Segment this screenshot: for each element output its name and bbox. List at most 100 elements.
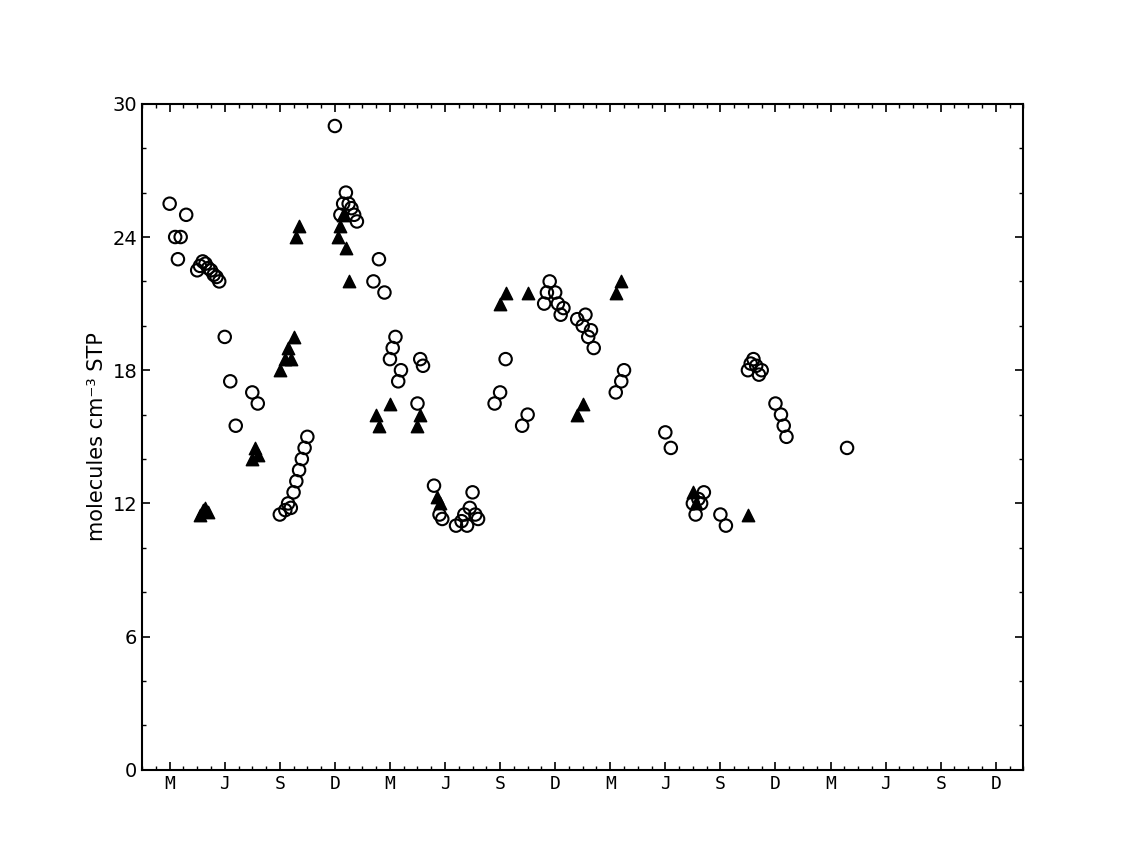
Point [607, 386, 625, 400]
Point [288, 474, 306, 488]
Point [331, 208, 349, 221]
Point [683, 485, 702, 499]
Point [576, 308, 595, 322]
Point [447, 519, 465, 533]
Point [276, 352, 294, 366]
Point [453, 515, 471, 529]
Point [375, 285, 393, 299]
Point [428, 490, 446, 503]
Point [612, 274, 630, 288]
Point [177, 208, 196, 221]
Point [290, 219, 308, 233]
Point [383, 341, 401, 355]
Point [340, 196, 358, 210]
Point [573, 319, 591, 333]
Point [288, 230, 306, 244]
Point [540, 274, 558, 288]
Point [612, 375, 630, 388]
Point [207, 270, 225, 284]
Point [381, 396, 399, 410]
Point [460, 501, 479, 515]
Point [579, 330, 597, 343]
Point [337, 241, 355, 255]
Point [491, 297, 509, 311]
Point [687, 508, 705, 522]
Point [485, 396, 504, 410]
Point [326, 119, 345, 133]
Point [412, 407, 430, 421]
Point [334, 196, 352, 210]
Point [193, 254, 211, 268]
Point [662, 441, 680, 455]
Point [683, 497, 702, 510]
Point [329, 230, 347, 244]
Point [466, 508, 484, 522]
Point [656, 426, 674, 439]
Point [199, 261, 217, 275]
Point [282, 501, 300, 515]
Point [739, 508, 757, 522]
Point [739, 363, 757, 377]
Point [348, 215, 366, 228]
Point [193, 503, 211, 517]
Point [364, 274, 382, 288]
Point [689, 492, 707, 506]
Point [342, 202, 360, 215]
Y-axis label: molecules cm⁻³ STP: molecules cm⁻³ STP [86, 332, 107, 541]
Point [279, 341, 297, 355]
Point [197, 501, 215, 515]
Point [518, 407, 537, 421]
Point [716, 519, 735, 533]
Point [568, 407, 587, 421]
Point [202, 263, 221, 277]
Point [712, 508, 730, 522]
Point [431, 497, 449, 510]
Point [584, 341, 603, 355]
Point [210, 274, 229, 288]
Point [513, 419, 531, 432]
Point [389, 375, 407, 388]
Point [205, 268, 223, 282]
Point [568, 312, 587, 326]
Point [425, 478, 443, 492]
Point [458, 519, 476, 533]
Point [745, 352, 763, 366]
Point [615, 363, 633, 377]
Point [692, 497, 711, 510]
Point [747, 359, 765, 373]
Point [284, 485, 302, 499]
Point [168, 253, 186, 266]
Point [687, 497, 705, 510]
Point [538, 285, 556, 299]
Point [370, 419, 388, 432]
Point [408, 396, 426, 410]
Point [536, 297, 554, 311]
Point [292, 452, 310, 466]
Point [412, 352, 430, 366]
Point [246, 441, 264, 455]
Point [753, 363, 771, 377]
Point [497, 285, 515, 299]
Point [431, 508, 449, 522]
Point [555, 301, 573, 315]
Point [199, 505, 217, 519]
Point [766, 396, 785, 410]
Point [271, 363, 289, 377]
Point [778, 430, 796, 444]
Point [172, 230, 190, 244]
Point [695, 485, 713, 499]
Point [546, 285, 564, 299]
Point [191, 508, 209, 522]
Point [249, 448, 267, 462]
Point [774, 419, 792, 432]
Point [433, 512, 451, 526]
Point [279, 497, 297, 510]
Point [216, 330, 234, 343]
Point [191, 259, 209, 272]
Point [340, 274, 358, 288]
Point [226, 419, 244, 432]
Point [464, 485, 482, 499]
Point [221, 375, 240, 388]
Point [337, 186, 355, 200]
Point [468, 512, 487, 526]
